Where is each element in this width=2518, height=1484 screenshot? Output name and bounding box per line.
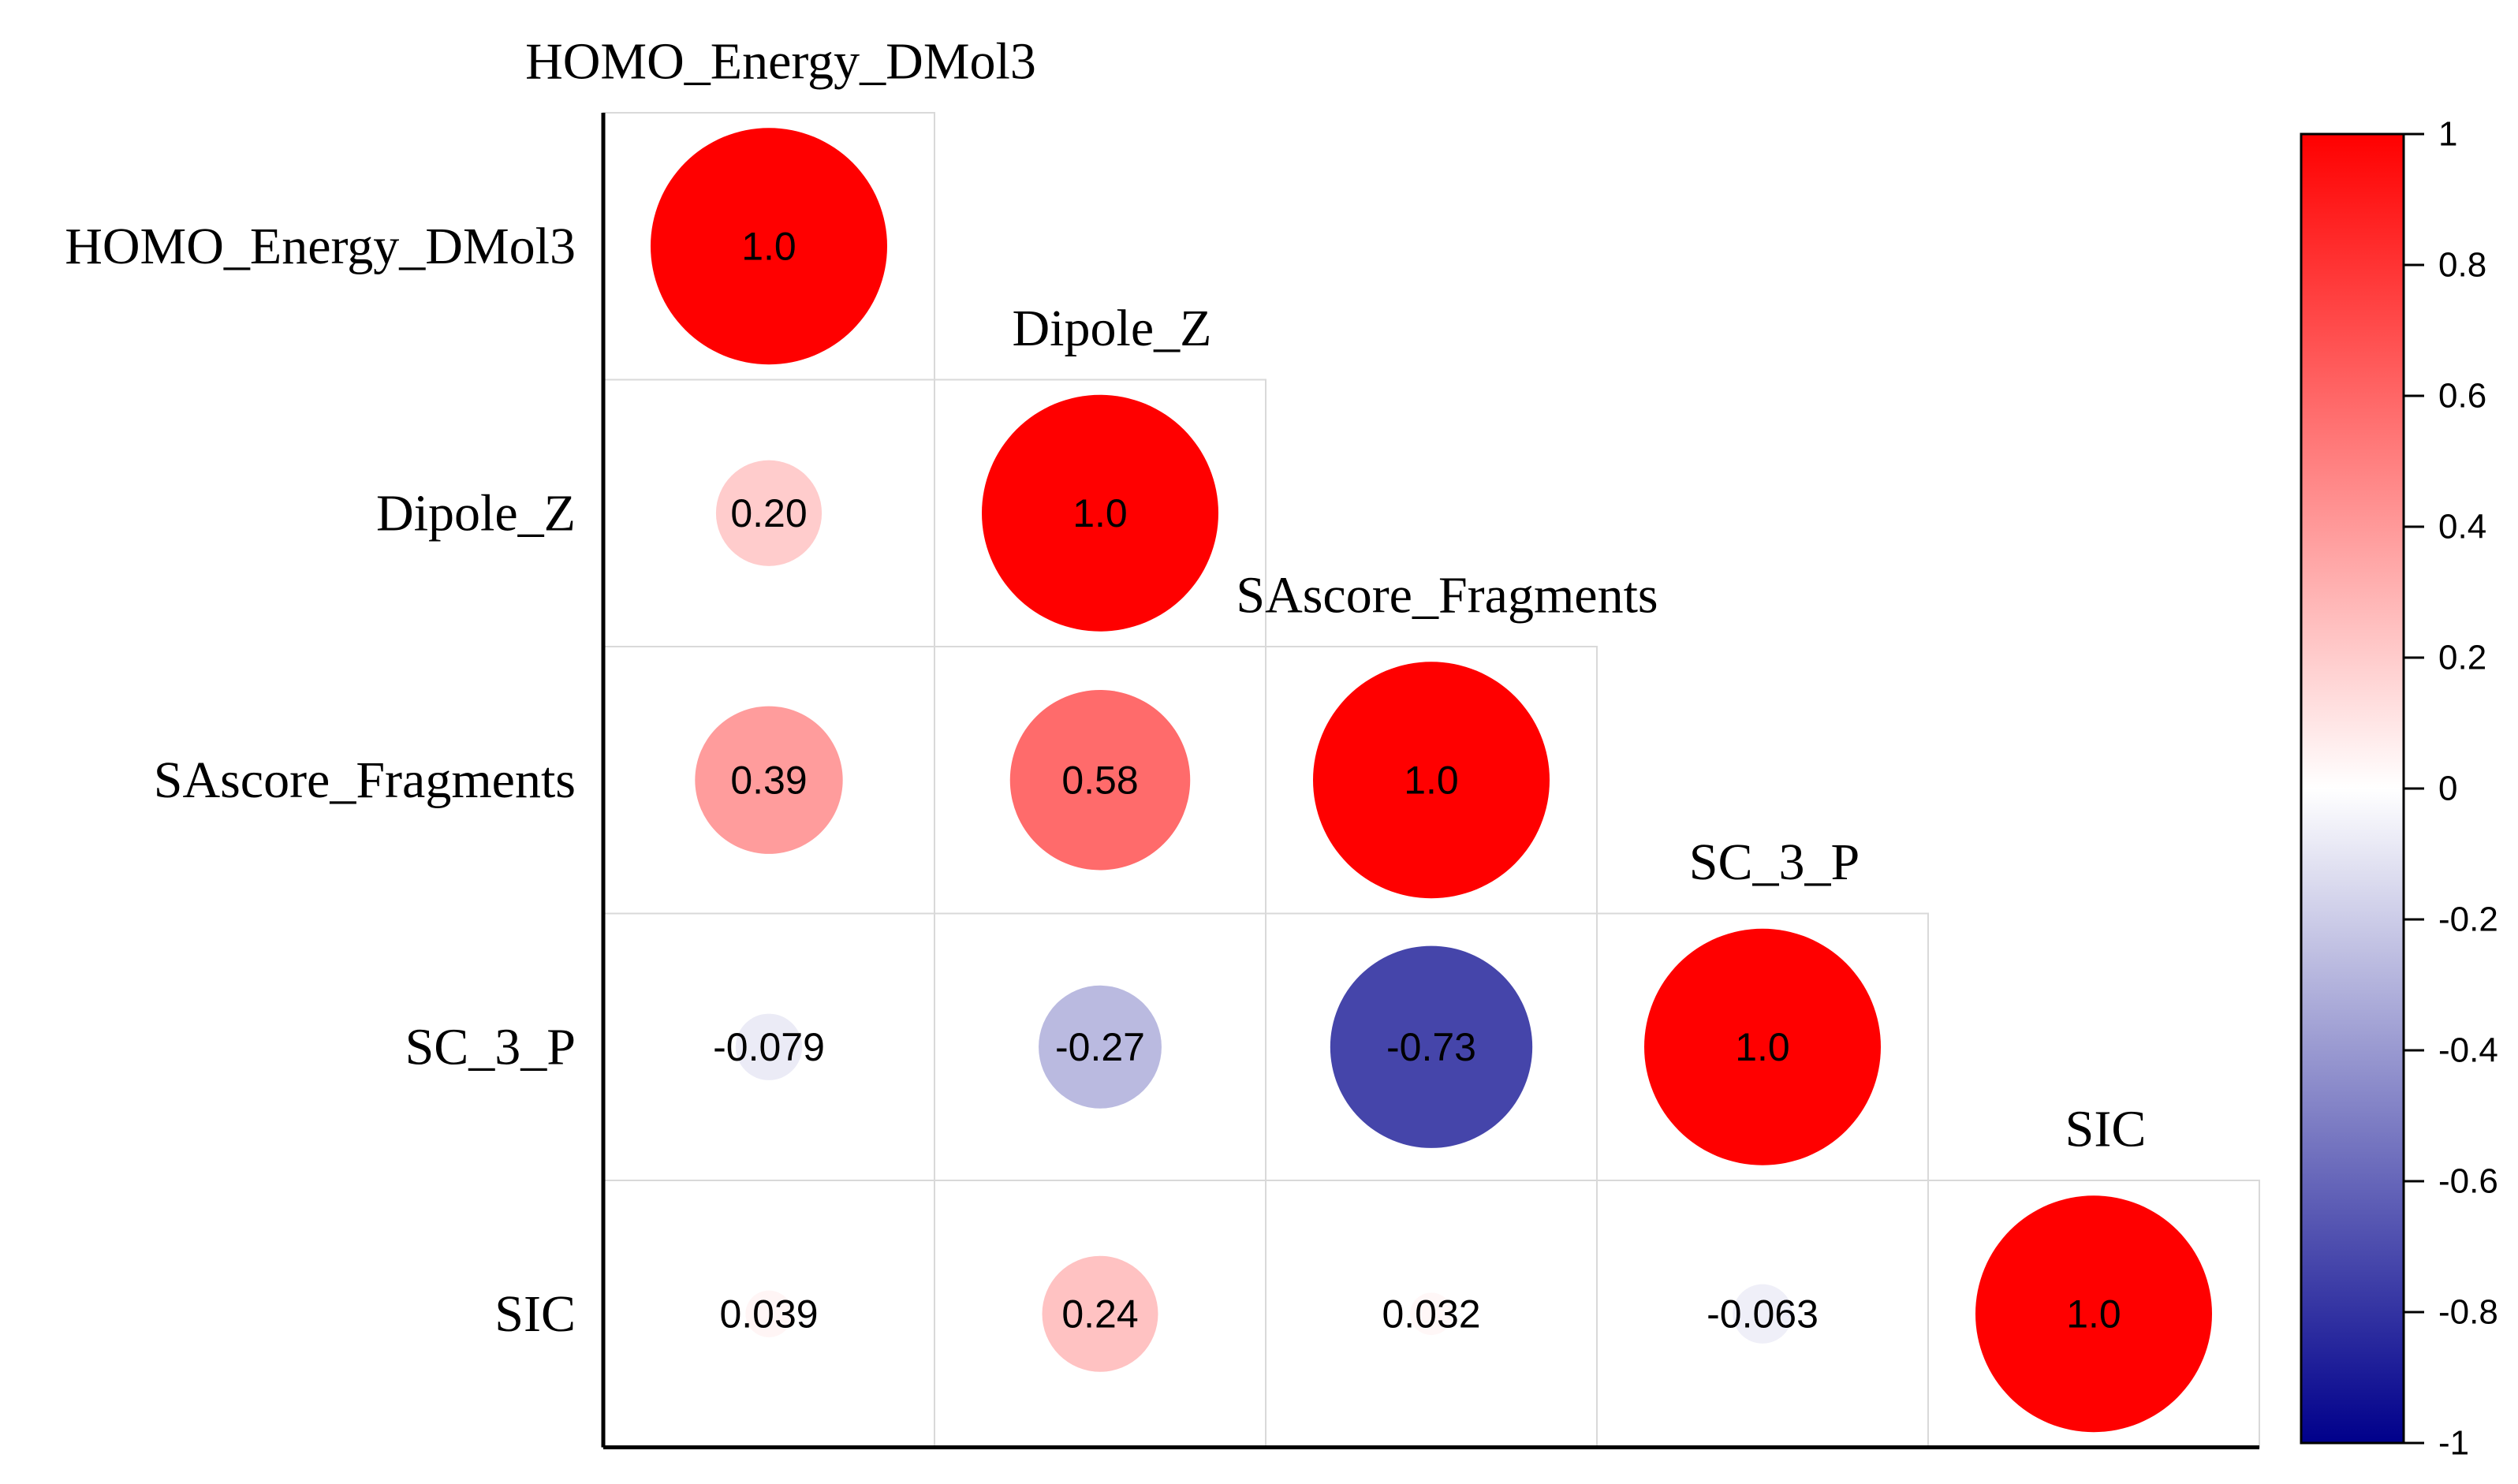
correlation-value: 1.0: [1404, 758, 1459, 802]
row-label: SAscore_Fragments: [154, 751, 576, 809]
correlation-circle: [735, 1013, 803, 1080]
correlation-value: 0.032: [1382, 1292, 1480, 1336]
correlation-circle: [715, 460, 823, 566]
row-label: HOMO_Energy_DMol3: [65, 218, 576, 275]
row-label: Dipole_Z: [376, 484, 576, 542]
correlation-value: -0.27: [1055, 1025, 1145, 1069]
correlation-circle: [1039, 985, 1162, 1109]
correlation-value: 1.0: [2066, 1292, 2121, 1336]
colorbar-tick-label: 0.6: [2438, 377, 2486, 416]
correlation-circle: [1410, 1292, 1453, 1336]
correlation-circle: [1009, 690, 1191, 871]
colorbar-tick-label: -0.6: [2438, 1162, 2498, 1201]
correlation-value: -0.063: [1707, 1292, 1819, 1336]
correlation-value: 1.0: [1072, 491, 1128, 535]
correlation-circle: [1330, 945, 1533, 1148]
colorbar-tick-label: -0.8: [2438, 1293, 2498, 1332]
column-label: SC_3_P: [1689, 833, 1860, 891]
correlation-circle: [1733, 1284, 1792, 1344]
row-label: SC_3_P: [405, 1018, 576, 1076]
colorbar-tick-label: 1: [2438, 115, 2457, 154]
correlation-circles: [651, 128, 2212, 1433]
colorbar: 1 0.8 0.6 0.4 0.2 0 -0.2 -0.4 -0.6 -0.8 -1: [2300, 115, 2498, 1463]
correlation-value: 1.0: [1735, 1025, 1790, 1069]
column-label: Dipole_Z: [1013, 300, 1212, 357]
correlation-value: -0.079: [713, 1025, 825, 1069]
correlation-circle: [1975, 1195, 2212, 1433]
colorbar-tick-label: 0.8: [2438, 246, 2486, 285]
correlation-value: 0.24: [1061, 1292, 1138, 1336]
row-label: SIC: [494, 1285, 576, 1343]
value-labels: 1.0 0.20 1.0 0.39 0.58 1.0 -0.079 -0.27 -0.73 1.0…: [713, 224, 2121, 1336]
colorbar-tick-label: 0: [2438, 770, 2457, 808]
colorbar-tick-label: 0.4: [2438, 508, 2486, 546]
colorbar-tick-label: 0.2: [2438, 639, 2486, 677]
axes: [601, 113, 2259, 1449]
column-label: SIC: [2065, 1101, 2147, 1158]
variable-labels: HOMO_Energy_DMol3 HOMO_Energy_DMol3 Dipole…: [65, 33, 2146, 1343]
correlation-circle: [745, 1290, 793, 1337]
column-label: HOMO_Energy_DMol3: [525, 33, 1036, 91]
correlation-value: -0.73: [1386, 1025, 1476, 1069]
correlation-value: 0.39: [730, 758, 807, 802]
correlation-circle: [651, 128, 887, 365]
colorbar-tick-label: -0.2: [2438, 900, 2498, 939]
column-label: SAscore_Fragments: [1236, 567, 1658, 625]
correlation-circle: [982, 394, 1218, 632]
correlation-value: 0.58: [1061, 758, 1138, 802]
correlation-circle: [1313, 662, 1550, 899]
correlation-circle: [1644, 928, 1881, 1165]
colorbar-tick-label: -1: [2438, 1424, 2469, 1463]
correlation-value: 1.0: [741, 224, 796, 268]
colorbar-tick-label: -0.4: [2438, 1031, 2498, 1070]
colorbar-gradient: [2300, 132, 2405, 1445]
correlation-value: 0.039: [719, 1292, 818, 1336]
correlation-circle: [695, 706, 843, 854]
correlation-value: 0.20: [730, 491, 807, 535]
correlation-circle: [1042, 1255, 1158, 1372]
